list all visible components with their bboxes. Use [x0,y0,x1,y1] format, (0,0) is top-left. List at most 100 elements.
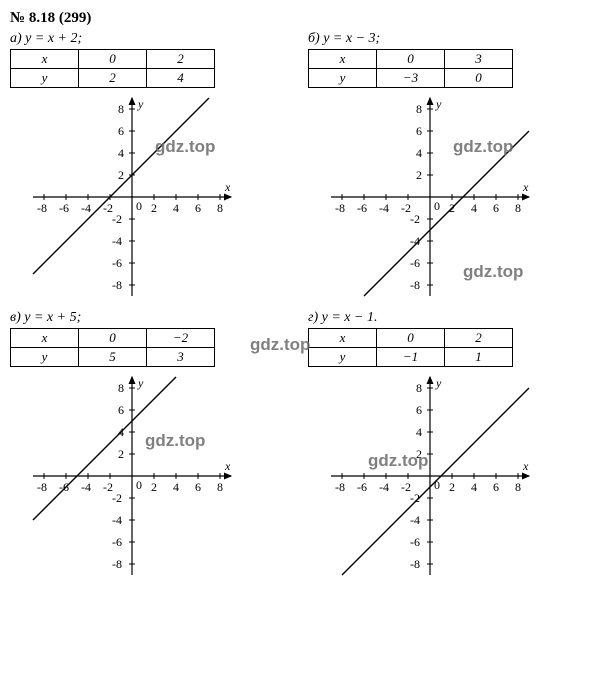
svg-text:-4: -4 [410,513,420,527]
svg-text:-2: -2 [112,212,122,226]
table-cell: y [309,348,377,367]
svg-text:-8: -8 [112,278,122,292]
svg-text:4: 4 [416,146,422,160]
table-cell: 0 [79,50,147,69]
table-cell: 0 [377,329,445,348]
chart: -8-6-4-22468-8-6-4-22468 x y 0 gdz.top g… [308,92,568,302]
svg-text:8: 8 [416,381,422,395]
svg-text:gdz.top: gdz.top [145,431,205,450]
problem-number: № 8.18 (299) [10,10,581,27]
table-cell: −2 [147,329,215,348]
table-cell: 2 [445,329,513,348]
table-cell: −1 [377,348,445,367]
svg-text:-8: -8 [410,557,420,571]
svg-text:-6: -6 [410,256,420,270]
table-cell: 1 [445,348,513,367]
svg-text:gdz.top: gdz.top [453,137,513,156]
svg-text:-4: -4 [112,234,122,248]
svg-text:-2: -2 [112,491,122,505]
svg-text:6: 6 [118,124,124,138]
table-cell: 4 [147,69,215,88]
panel-б: б) y = x − 3; x03 y−30 -8-6-4-22468-8-6-… [308,31,581,302]
svg-text:8: 8 [217,480,223,494]
svg-text:8: 8 [217,201,223,215]
svg-text:x: x [522,459,529,473]
table-cell: x [309,329,377,348]
svg-text:8: 8 [515,480,521,494]
svg-text:0: 0 [136,478,142,492]
table-cell: y [11,69,79,88]
svg-text:4: 4 [471,201,477,215]
svg-text:gdz.top: gdz.top [155,137,215,156]
svg-text:2: 2 [118,168,124,182]
watermark-center: gdz.top [250,335,310,355]
table-cell: 5 [79,348,147,367]
svg-text:6: 6 [195,480,201,494]
svg-text:-4: -4 [81,201,91,215]
svg-text:-6: -6 [410,535,420,549]
svg-text:0: 0 [136,199,142,213]
svg-text:6: 6 [118,403,124,417]
table-cell: y [309,69,377,88]
svg-text:-8: -8 [37,201,47,215]
value-table: x02 y24 [10,49,215,88]
svg-text:4: 4 [416,425,422,439]
table-cell: 3 [147,348,215,367]
svg-text:6: 6 [493,201,499,215]
svg-text:4: 4 [173,480,179,494]
table-cell: x [309,50,377,69]
svg-text:-8: -8 [410,278,420,292]
chart: -8-6-4-22468-8-6-4-22468 x y 0 gdz.top [308,371,568,581]
value-table: x0−2 y53 [10,328,215,367]
svg-text:2: 2 [151,201,157,215]
table-cell: 2 [79,69,147,88]
chart: -8-6-4-22468-8-6-4-22468 x y 0 gdz.top [10,371,270,581]
svg-text:x: x [224,180,231,194]
svg-text:-6: -6 [357,201,367,215]
table-cell: −3 [377,69,445,88]
value-table: x03 y−30 [308,49,513,88]
svg-text:-6: -6 [59,201,69,215]
svg-text:4: 4 [471,480,477,494]
value-table: x02 y−11 [308,328,513,367]
table-cell: y [11,348,79,367]
svg-text:y: y [137,376,144,390]
svg-text:4: 4 [173,201,179,215]
svg-text:-4: -4 [379,480,389,494]
svg-text:-8: -8 [335,201,345,215]
svg-text:-6: -6 [112,535,122,549]
equation: а) y = x + 2; [10,31,283,47]
panels-grid: а) y = x + 2; x02 y24 -8-6-4-22468-8-6-4… [10,31,581,581]
svg-text:-6: -6 [357,480,367,494]
table-cell: x [11,329,79,348]
svg-text:y: y [435,376,442,390]
svg-text:-6: -6 [112,256,122,270]
svg-text:x: x [522,180,529,194]
svg-text:6: 6 [195,201,201,215]
svg-text:-8: -8 [37,480,47,494]
table-cell: 2 [147,50,215,69]
svg-text:8: 8 [515,201,521,215]
svg-text:2: 2 [118,447,124,461]
svg-text:6: 6 [416,403,422,417]
svg-text:2: 2 [449,480,455,494]
svg-text:0: 0 [434,199,440,213]
panel-г: г) y = x − 1. x02 y−11 -8-6-4-22468-8-6-… [308,310,581,581]
equation: б) y = x − 3; [308,31,581,47]
table-cell: 0 [445,69,513,88]
chart: -8-6-4-22468-8-6-4-22468 x y 0 gdz.top [10,92,270,302]
svg-text:-8: -8 [335,480,345,494]
svg-text:-4: -4 [112,513,122,527]
svg-text:8: 8 [118,381,124,395]
table-cell: 3 [445,50,513,69]
svg-text:-8: -8 [112,557,122,571]
svg-text:-4: -4 [379,201,389,215]
svg-text:8: 8 [416,102,422,116]
svg-text:y: y [435,97,442,111]
equation: в) y = x + 5; [10,310,283,326]
svg-text:6: 6 [493,480,499,494]
svg-text:4: 4 [118,146,124,160]
svg-text:-4: -4 [81,480,91,494]
panel-а: а) y = x + 2; x02 y24 -8-6-4-22468-8-6-4… [10,31,283,302]
equation: г) y = x − 1. [308,310,581,326]
